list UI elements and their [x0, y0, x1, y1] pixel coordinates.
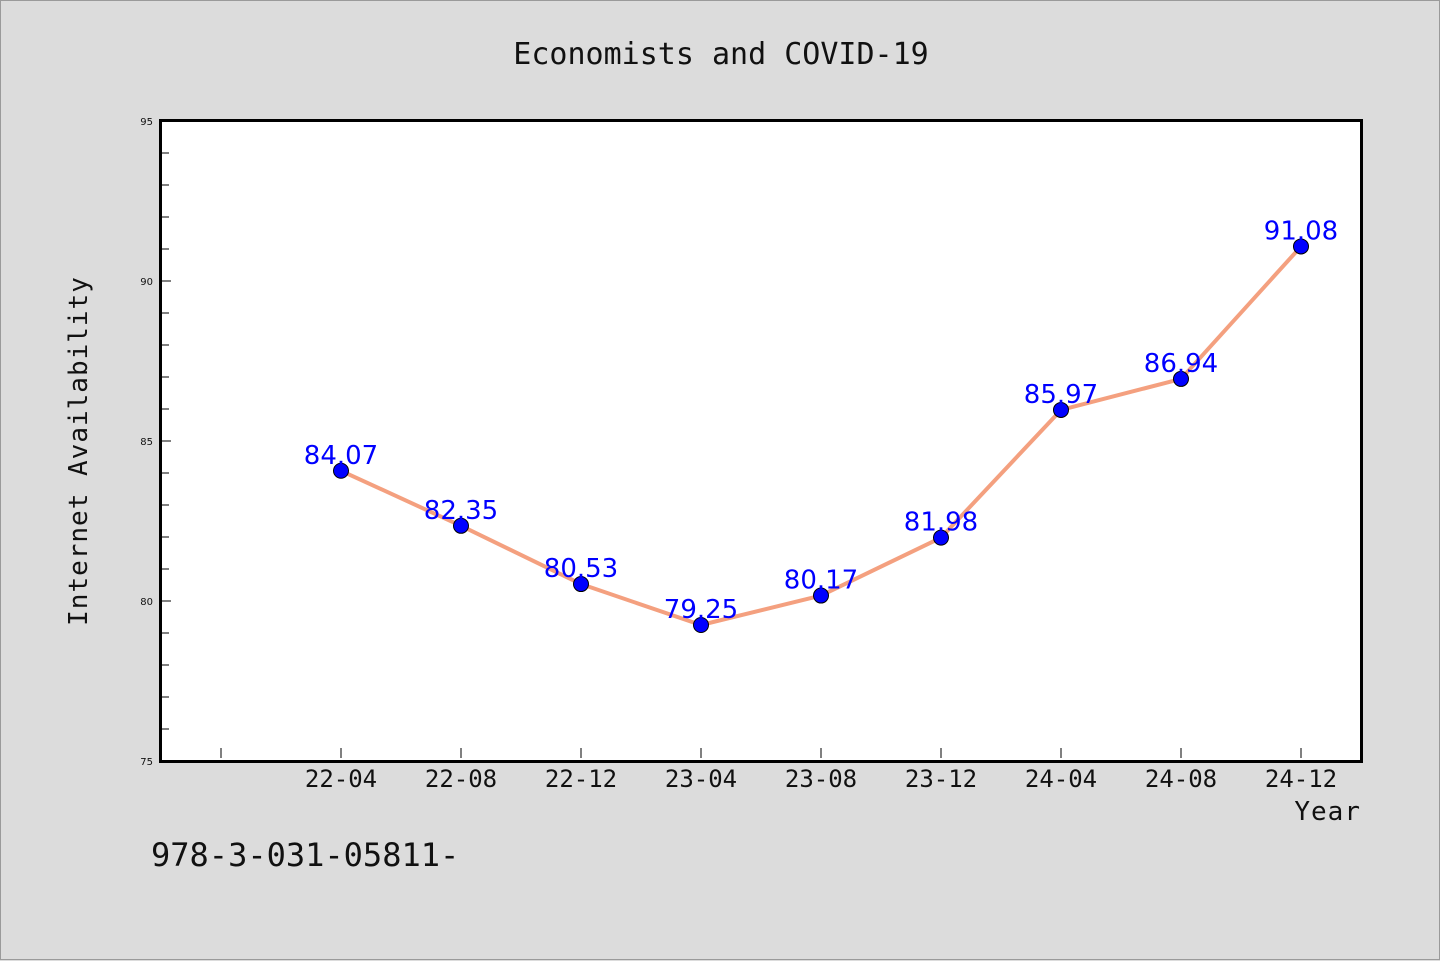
data-point [933, 529, 949, 546]
y-tick-label: 95 [140, 117, 153, 128]
plot-area [159, 119, 1363, 763]
data-point [1173, 370, 1189, 387]
y-tick-label: 80 [140, 597, 153, 608]
data-label: 80.53 [544, 554, 618, 584]
x-tick-label: 22-12 [545, 765, 617, 793]
y-axis: 75 80 85 90 95 [140, 117, 171, 768]
data-label: 82.35 [424, 496, 498, 526]
x-tick-label: 24-04 [1025, 765, 1097, 793]
data-label: 81.98 [904, 508, 978, 538]
footer-text: 978-3-031-05811- [151, 836, 459, 874]
data-point [333, 462, 349, 479]
data-label: 80.17 [784, 566, 858, 596]
data-point [453, 517, 469, 534]
data-label: 84.07 [304, 441, 378, 471]
x-tick-label: 22-08 [425, 765, 497, 793]
x-tick-label: 23-08 [785, 765, 857, 793]
data-point [693, 617, 709, 633]
x-tick-label: 24-08 [1145, 765, 1217, 793]
data-label: 85.97 [1024, 380, 1098, 410]
data-label: 79.25 [664, 595, 738, 625]
series-layer: 84.07 82.35 80.53 79.25 80.17 81.98 85.97 86.94… [304, 216, 1338, 633]
y-axis-label: Internet Availability [64, 276, 94, 626]
x-axis: 22-04 22-08 22-12 23-04 23-08 23-12 24-04 24-08… [220, 748, 1337, 793]
data-point [1293, 238, 1309, 255]
data-point [1053, 401, 1069, 418]
data-point [573, 576, 589, 593]
x-tick-label: 22-04 [305, 765, 377, 793]
y-tick-label: 85 [140, 437, 153, 448]
data-label: 86.94 [1144, 349, 1218, 379]
y-tick-label: 90 [140, 277, 153, 288]
data-label: 91.08 [1264, 216, 1338, 246]
x-tick-label: 23-04 [665, 765, 737, 793]
x-tick-label: 24-12 [1265, 765, 1337, 793]
x-tick-label: 23-12 [905, 765, 977, 793]
data-point [813, 587, 829, 604]
chart-title: Economists and COVID-19 [513, 37, 928, 72]
x-axis-label: Year [1294, 797, 1361, 827]
y-tick-label: 75 [140, 757, 153, 768]
